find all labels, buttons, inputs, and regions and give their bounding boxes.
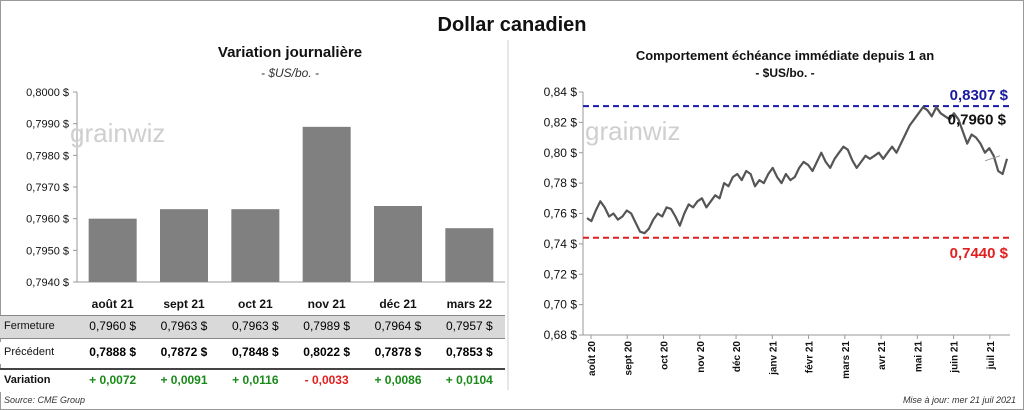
line-y-tick-label: 0,70 $: [544, 298, 578, 312]
table-row: Variation + 0,0072 + 0,0091 + 0,0116 - 0,003…: [0, 368, 505, 392]
line-y-tick-label: 0,78 $: [544, 176, 578, 190]
line-x-tick-label: mai 21: [913, 341, 924, 373]
right-chart-subtitle: - $US/bo. -: [755, 66, 815, 80]
table-cell: 0,7872 $: [160, 345, 208, 359]
line-y-tick-label: 0,74 $: [544, 237, 578, 251]
table-cell: 0,8022 $: [303, 345, 351, 359]
line-x-tick-label: août 20: [587, 341, 598, 376]
left-chart-subtitle: - $US/bo. -: [260, 66, 320, 80]
line-y-tick-label: 0,76 $: [544, 207, 578, 221]
source-note: Source: CME Group: [4, 395, 86, 405]
bar-chart: 0,7940 $ 0,7950 $ 0,7960 $ 0,7970 $ 0,7980 $…: [26, 87, 505, 311]
line-x-tick-label: juil 21: [986, 341, 997, 371]
table-cell: + 0,0091: [160, 373, 208, 387]
table-cell: 0,7960 $: [89, 319, 137, 333]
line-x-tick-label: févr 21: [805, 341, 816, 374]
bar-x-label: oct 21: [238, 297, 273, 311]
price-series-line: [586, 106, 1009, 235]
right-chart-title: Comportement échéance immédiate depuis 1…: [635, 48, 935, 63]
watermark-logo: grainwiz: [585, 116, 680, 146]
watermark-logo: grainwiz: [70, 118, 165, 148]
high-label: 0,8307 $: [950, 87, 1009, 104]
table-cell: 0,7964 $: [374, 319, 422, 333]
line-y-tick-label: 0,82 $: [544, 115, 578, 129]
table-cell: 0,7963 $: [231, 319, 279, 333]
line-x-tick-label: déc 20: [732, 341, 743, 373]
table-cell: 0,7848 $: [231, 345, 279, 359]
bar-1: [160, 209, 208, 282]
bar-x-label: nov 21: [308, 297, 346, 311]
left-chart-title: Variation journalière: [217, 44, 363, 61]
table-cell: 0,7853 $: [445, 345, 493, 359]
last-value-label: 0,7960 $: [948, 111, 1007, 128]
bar-y-tick-label: 0,8000 $: [26, 87, 69, 99]
line-y-tick-label: 0,80 $: [544, 146, 578, 160]
table-cell: 0,7888 $: [89, 345, 137, 359]
line-x-tick-label: janv 21: [768, 341, 779, 376]
line-y-tick-label: 0,72 $: [544, 267, 578, 281]
row-label: Fermeture: [4, 320, 55, 332]
row-label: Variation: [4, 374, 51, 386]
table-cell: 0,7957 $: [445, 319, 493, 333]
table-row: Fermeture 0,7960 $ 0,7963 $ 0,7963 $ 0,7989 …: [0, 315, 505, 339]
line-x-tick-label: avr 21: [877, 341, 888, 370]
bar-0: [88, 218, 137, 282]
line-x-tick-label: nov 20: [696, 341, 707, 373]
line-x-tick-label: mars 21: [841, 341, 852, 379]
updated-note: Mise à jour: mer 21 juil 2021: [902, 395, 1016, 405]
bar-x-label: déc 21: [379, 297, 417, 311]
bar-5: [445, 228, 494, 282]
low-label: 0,7440 $: [950, 245, 1009, 262]
bar-y-tick-label: 0,7940 $: [26, 277, 69, 289]
table-cell: + 0,0116: [232, 373, 279, 387]
table-cell: 0,7963 $: [160, 319, 208, 333]
line-y-tick-label: 0,68 $: [544, 328, 578, 342]
last-value-leader: [984, 155, 1001, 162]
bar-y-tick-label: 0,7960 $: [26, 214, 69, 226]
bar-3: [302, 126, 351, 282]
table-cell: + 0,0072: [89, 373, 137, 387]
table-cell: 0,7878 $: [374, 345, 422, 359]
bar-y-tick-label: 0,7950 $: [26, 245, 69, 257]
bar-x-label: août 21: [92, 297, 134, 311]
row-label: Précédent: [4, 346, 55, 358]
bar-x-label: sept 21: [163, 297, 205, 311]
bar-y-tick-label: 0,7970 $: [26, 182, 69, 194]
bar-x-label: mars 22: [447, 297, 493, 311]
bar-y-tick-label: 0,7990 $: [26, 119, 69, 131]
line-x-tick-label: sept 20: [623, 341, 634, 376]
line-y-tick-label: 0,84 $: [544, 85, 578, 99]
page-title: Dollar canadien: [437, 14, 587, 36]
bar-2: [231, 209, 280, 282]
table-row: Précédent 0,7888 $ 0,7872 $ 0,7848 $ 0,8022 …: [0, 342, 505, 364]
table-cell: 0,7989 $: [303, 319, 351, 333]
line-x-tick-label: juin 21: [950, 341, 961, 374]
bar-y-tick-label: 0,7980 $: [26, 150, 69, 162]
table-cell: - 0,0033: [304, 373, 349, 387]
bar-4: [374, 206, 422, 282]
table-cell: + 0,0086: [374, 373, 422, 387]
line-x-tick-label: oct 20: [660, 341, 671, 370]
table-cell: + 0,0104: [445, 373, 493, 387]
line-chart: 0,68 $ 0,70 $ 0,72 $ 0,74 $ 0,76 $ 0,78 $ 0,80…: [544, 85, 1010, 379]
